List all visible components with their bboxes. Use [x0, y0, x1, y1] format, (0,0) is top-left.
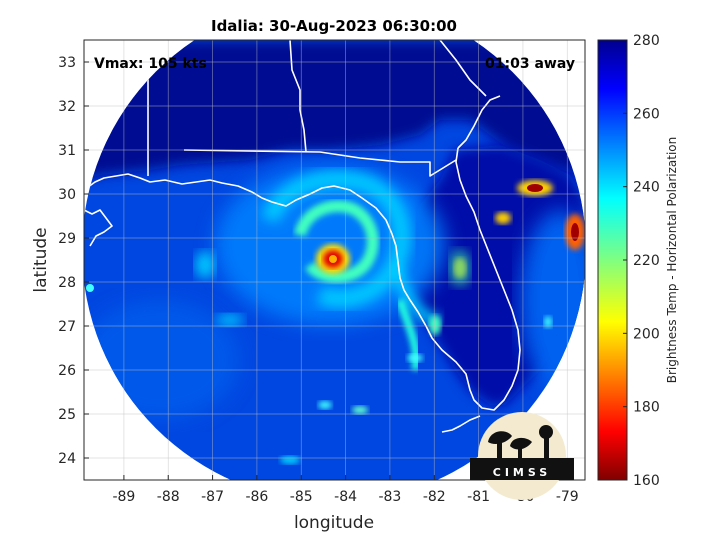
- y-tick-label: 33: [58, 55, 76, 71]
- gulf-cell-8: [544, 316, 552, 328]
- colorbar-tick-label: 180: [633, 400, 660, 416]
- logo-tower: [544, 434, 549, 460]
- cimss-logo: CIMSS: [470, 412, 574, 500]
- plot-frame: [83, 39, 586, 481]
- y-axis-label: latitude: [31, 227, 51, 292]
- x-axis-ticks: -89-88-87-86-85-84-83-82-81-80-79: [112, 475, 579, 505]
- colorbar-ticks: 160 180 200 220 240 260 280: [623, 33, 660, 489]
- satellite-swath: [84, 40, 585, 480]
- colorbar-tick-label: 260: [633, 106, 660, 122]
- y-tick-label: 26: [58, 363, 76, 379]
- al-border: [289, 40, 307, 153]
- gridlines: [84, 40, 585, 480]
- y-tick-label: 27: [58, 319, 76, 335]
- atlantic-coast: [457, 95, 501, 149]
- x-tick-label: -86: [245, 489, 268, 505]
- inner-band: [294, 200, 379, 283]
- x-axis-label: longitude: [294, 513, 374, 533]
- x-tick-label: -88: [157, 489, 180, 505]
- y-axis-ticks: 24 25 26 27 28 29 30 31 32 33: [58, 55, 89, 467]
- vmax-label: Vmax: 105 kts: [94, 56, 207, 72]
- gulf-cell-4: [318, 401, 332, 409]
- outer-band: [261, 170, 411, 308]
- eye: [329, 255, 337, 263]
- y-tick-label: 28: [58, 275, 76, 291]
- gulf-cell-5: [280, 456, 300, 464]
- colorbar: 160 180 200 220 240 260 280 Brightness Temp - …: [597, 33, 679, 489]
- map-panel: [84, 40, 585, 480]
- gulf-cell-2: [407, 354, 423, 362]
- ga-sc-border: [439, 40, 487, 97]
- logo-dish-2: [510, 437, 532, 450]
- y-tick-label: 25: [58, 407, 76, 423]
- logo-ground: [470, 458, 574, 480]
- gulf-coast: [84, 147, 521, 411]
- land-cold-region: [84, 40, 585, 180]
- x-tick-label: -83: [378, 489, 401, 505]
- fl-ga-border: [183, 149, 457, 177]
- y-tick-label: 31: [58, 143, 76, 159]
- x-tick-label: -87: [201, 489, 224, 505]
- y-tick-label: 24: [58, 451, 76, 467]
- logo-dish-1-stand: [497, 440, 502, 460]
- x-tick-label: -84: [334, 489, 357, 505]
- gulf-cell-6: [195, 251, 215, 279]
- y-tick-label: 29: [58, 231, 76, 247]
- plot-title: Idalia: 30-Aug-2023 06:30:00: [211, 17, 457, 35]
- gulf-cell-9: [86, 284, 94, 292]
- louisiana-coast: [84, 209, 113, 247]
- logo-text: CIMSS: [493, 466, 551, 479]
- x-tick-label: -79: [556, 489, 579, 505]
- keys: [441, 415, 481, 433]
- colorbar-tick-label: 240: [633, 180, 660, 196]
- colorbar-tick-label: 280: [633, 33, 660, 49]
- atlantic-storm-2: [495, 212, 511, 224]
- colorbar-tick-label: 160: [633, 473, 660, 489]
- gulf-cell-1: [429, 315, 441, 335]
- logo-dish-2-stand: [518, 446, 522, 460]
- colorbar-label: Brightness Temp - Horizontal Polarizatio…: [665, 137, 679, 384]
- x-tick-label: -89: [112, 489, 135, 505]
- colorbar-tick-label: 220: [633, 253, 660, 269]
- atlantic-storm-1-core: [527, 184, 543, 192]
- x-tick-label: -82: [423, 489, 446, 505]
- y-tick-label: 30: [58, 187, 76, 203]
- x-tick-label: -85: [290, 489, 313, 505]
- x-tick-label: -81: [467, 489, 490, 505]
- atlantic-storm-3-core: [571, 223, 579, 241]
- rainband-se: [396, 298, 421, 371]
- time-away-label: 01:03 away: [485, 56, 575, 72]
- gulf-cell-7: [216, 314, 244, 326]
- y-tick-label: 32: [58, 99, 76, 115]
- convective-cell-fl-halo: [450, 250, 470, 286]
- colorbar-gradient: [597, 39, 628, 481]
- gulf-cell-3: [352, 406, 368, 414]
- logo-dish-1: [488, 431, 512, 444]
- colorbar-tick-label: 200: [633, 326, 660, 342]
- logo-tower-top: [539, 425, 553, 439]
